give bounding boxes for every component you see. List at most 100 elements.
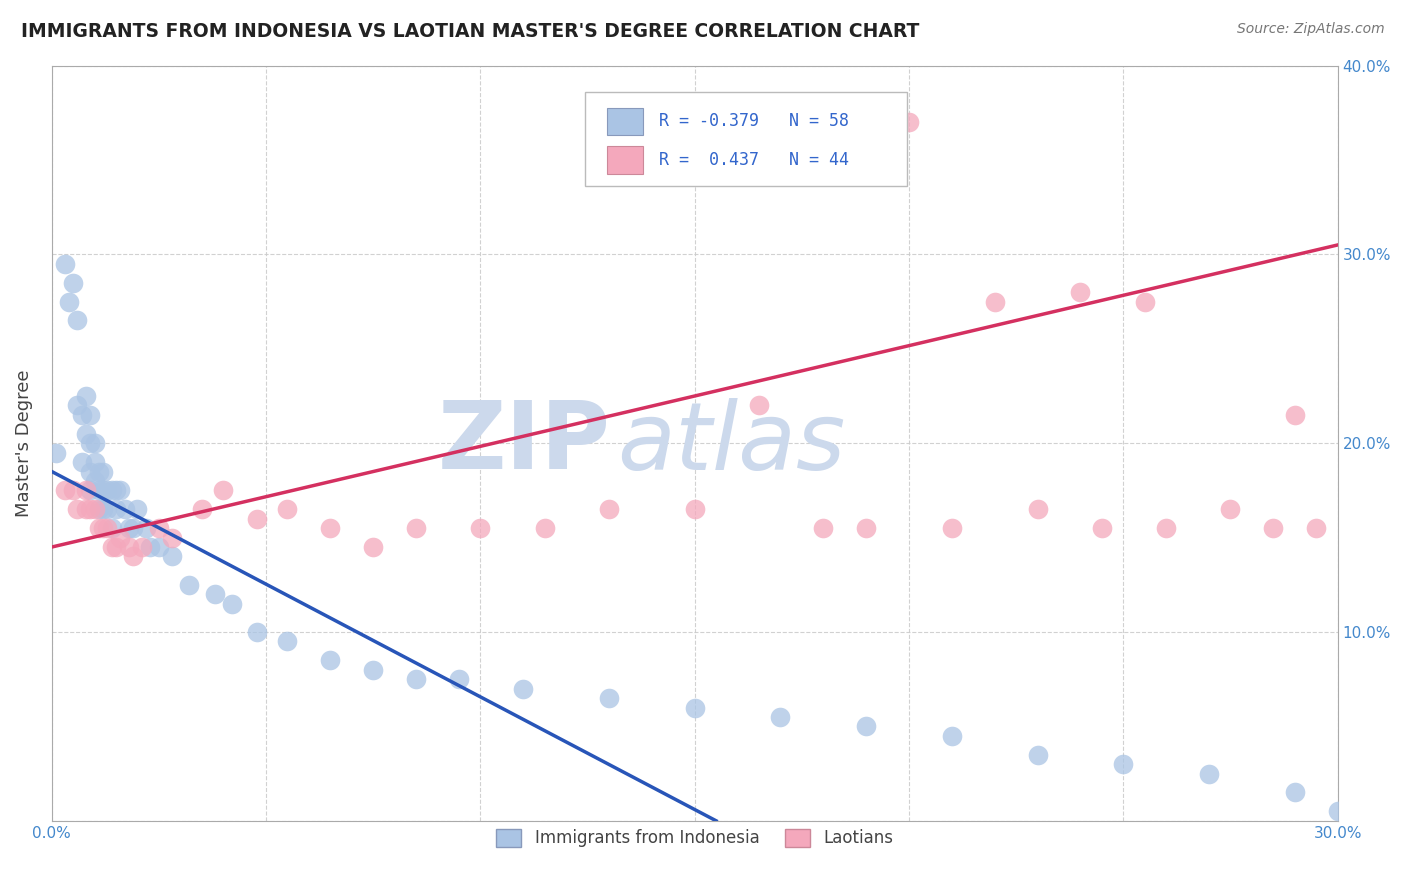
Point: [160, 549, 183, 564]
Point: [79, 436, 101, 450]
Point: [276, 502, 298, 516]
Point: [83, 502, 105, 516]
Point: [100, 540, 122, 554]
Point: [122, 549, 145, 564]
Point: [983, 294, 1005, 309]
Point: [1305, 521, 1327, 535]
Point: [405, 672, 427, 686]
Point: [748, 399, 770, 413]
Point: [87, 465, 110, 479]
Point: [87, 521, 110, 535]
Point: [75, 483, 97, 498]
Point: [1154, 521, 1177, 535]
Point: [105, 483, 128, 498]
Point: [148, 540, 170, 554]
Point: [1198, 766, 1220, 780]
Point: [319, 521, 342, 535]
Point: [319, 653, 342, 667]
Point: [1133, 294, 1156, 309]
Point: [1263, 521, 1285, 535]
Point: [160, 531, 183, 545]
Point: [105, 502, 128, 516]
Point: [361, 663, 384, 677]
Point: [96, 502, 118, 516]
Point: [246, 625, 269, 640]
Point: [139, 540, 162, 554]
Point: [855, 521, 877, 535]
Point: [83, 436, 105, 450]
Point: [1284, 785, 1306, 799]
Point: [212, 483, 235, 498]
Point: [79, 465, 101, 479]
FancyBboxPatch shape: [585, 92, 907, 186]
Point: [100, 483, 122, 498]
Point: [204, 587, 226, 601]
Point: [66, 313, 89, 327]
Point: [96, 521, 118, 535]
Point: [131, 540, 153, 554]
Point: [405, 521, 427, 535]
Text: R = -0.379   N = 58: R = -0.379 N = 58: [658, 112, 849, 130]
Point: [598, 691, 620, 706]
Point: [79, 408, 101, 422]
Point: [110, 483, 132, 498]
Point: [91, 521, 114, 535]
Point: [70, 408, 93, 422]
Point: [110, 531, 132, 545]
Bar: [607, 146, 644, 174]
Point: [246, 512, 269, 526]
Point: [361, 540, 384, 554]
Bar: [607, 108, 644, 135]
Point: [1112, 757, 1135, 772]
Point: [100, 521, 122, 535]
Point: [1091, 521, 1114, 535]
Text: R =  0.437   N = 44: R = 0.437 N = 44: [658, 151, 849, 169]
Point: [83, 455, 105, 469]
Point: [91, 502, 114, 516]
Point: [769, 710, 792, 724]
Point: [1069, 285, 1091, 300]
Point: [813, 521, 835, 535]
Point: [512, 681, 534, 696]
Point: [62, 276, 84, 290]
Point: [118, 521, 141, 535]
Point: [1326, 805, 1348, 819]
Point: [1026, 747, 1049, 762]
Point: [598, 502, 620, 516]
Point: [70, 455, 93, 469]
Point: [177, 578, 200, 592]
Point: [53, 257, 76, 271]
Point: [58, 294, 80, 309]
Point: [87, 483, 110, 498]
Point: [79, 502, 101, 516]
Point: [66, 399, 89, 413]
Point: [62, 483, 84, 498]
Text: Source: ZipAtlas.com: Source: ZipAtlas.com: [1237, 22, 1385, 37]
Point: [1219, 502, 1241, 516]
Point: [148, 521, 170, 535]
Point: [683, 502, 706, 516]
Point: [45, 445, 67, 459]
Point: [75, 389, 97, 403]
Point: [75, 502, 97, 516]
Point: [533, 521, 555, 535]
Point: [470, 521, 492, 535]
Point: [96, 483, 118, 498]
Point: [66, 502, 89, 516]
Point: [105, 540, 128, 554]
Legend: Immigrants from Indonesia, Laotians: Immigrants from Indonesia, Laotians: [489, 822, 900, 854]
Point: [75, 426, 97, 441]
Text: atlas: atlas: [617, 398, 846, 489]
Point: [447, 672, 470, 686]
Point: [1026, 502, 1049, 516]
Point: [941, 521, 963, 535]
Point: [127, 502, 149, 516]
Point: [941, 729, 963, 743]
Point: [855, 719, 877, 733]
Point: [1284, 408, 1306, 422]
Point: [83, 474, 105, 488]
Point: [53, 483, 76, 498]
Point: [114, 502, 136, 516]
Point: [87, 502, 110, 516]
Point: [79, 483, 101, 498]
